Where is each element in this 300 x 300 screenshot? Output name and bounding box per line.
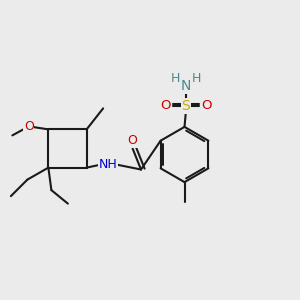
Text: S: S bbox=[182, 99, 190, 113]
Text: H: H bbox=[171, 71, 180, 85]
Text: H: H bbox=[192, 71, 201, 85]
Text: O: O bbox=[128, 134, 137, 148]
Text: O: O bbox=[161, 99, 171, 112]
Text: NH: NH bbox=[99, 158, 118, 171]
Text: O: O bbox=[24, 120, 34, 133]
Text: O: O bbox=[201, 99, 211, 112]
Text: N: N bbox=[181, 80, 191, 93]
